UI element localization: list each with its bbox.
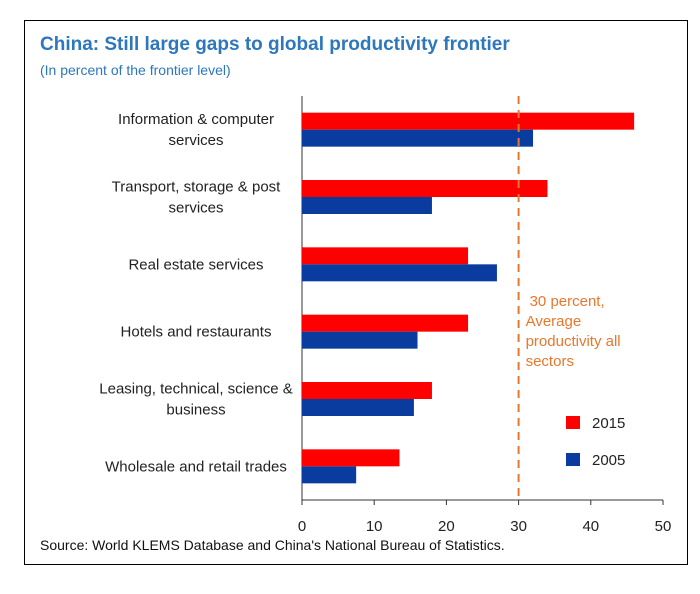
category-label-information-computer-services: Information & computer services: [118, 111, 274, 149]
x-tick-label: 20: [438, 518, 455, 535]
bar-2005-hotels-and-restaurants: [302, 331, 418, 349]
category-label-transport-storage-post-services: Transport, storage & post services: [112, 179, 282, 217]
chart-subtitle: (In percent of the frontier level): [40, 62, 231, 78]
legend-swatch-2005: [566, 453, 580, 466]
legend-label-2015: 2015: [592, 415, 625, 432]
x-tick-label: 30: [510, 518, 527, 535]
bar-2015-information-computer-services: [302, 112, 635, 130]
bar-2005-real-estate-services: [302, 264, 497, 282]
chart-title: China: Still large gaps to global produc…: [40, 34, 510, 55]
bar-2005-transport-storage-post-services: [302, 197, 432, 214]
category-label-wholesale-and-retail-trades: Wholesale and retail trades: [105, 458, 287, 475]
bar-2015-transport-storage-post-services: [302, 180, 548, 197]
x-tick-label: 50: [655, 518, 672, 535]
reference-line-label: 30 percent, Average productivity all sector…: [526, 293, 621, 370]
bar-2015-hotels-and-restaurants: [302, 314, 469, 332]
bar-2005-information-computer-services: [302, 129, 534, 147]
x-tick-label: 0: [298, 518, 306, 535]
bar-2005-leasing-technical-science-business: [302, 399, 414, 416]
category-label-real-estate-services: Real estate services: [128, 256, 263, 273]
bar-2015-real-estate-services: [302, 247, 469, 265]
category-label-leasing-technical-science-business: Leasing, technical, science & business: [99, 381, 292, 419]
bar-2005-wholesale-and-retail-trades: [302, 466, 357, 484]
x-tick-label: 40: [582, 518, 599, 535]
bar-2015-wholesale-and-retail-trades: [302, 449, 400, 467]
legend-label-2005: 2005: [592, 452, 625, 469]
x-tick-label: 10: [366, 518, 383, 535]
category-label-hotels-and-restaurants: Hotels and restaurants: [121, 324, 272, 341]
legend-swatch-2015: [566, 416, 580, 429]
bar-2015-leasing-technical-science-business: [302, 382, 432, 399]
source-note: Source: World KLEMS Database and China's…: [40, 537, 505, 553]
